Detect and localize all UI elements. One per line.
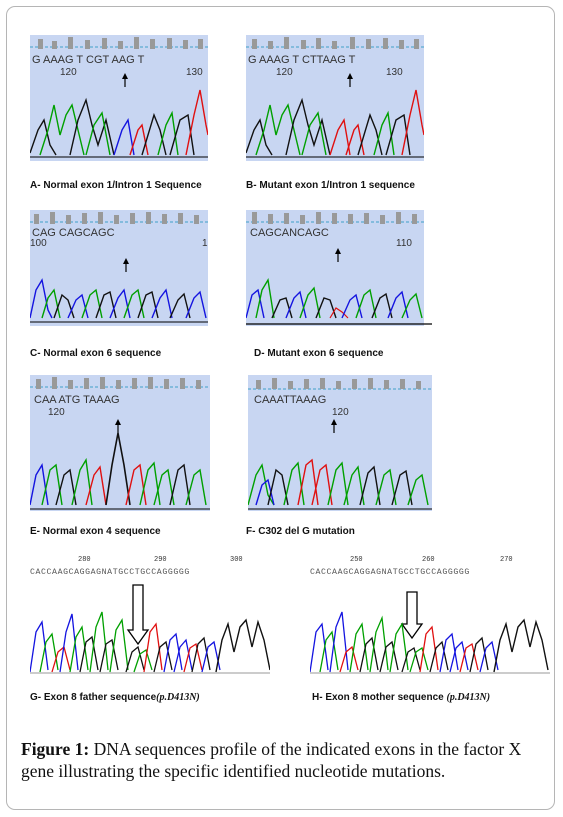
panel-b-chromatogram: G AAAG T CTTAAG T 120 130 [246, 35, 424, 161]
panel-h-tick-2: 260 [422, 556, 435, 564]
panel-a-num-left: 120 [60, 67, 77, 78]
panel-a-chromatogram: G AAAG T CGT AAG T 120 130 [30, 35, 208, 161]
panel-f-seq: CAAATTAAAG [254, 394, 326, 406]
panel-b-num-left: 120 [276, 67, 293, 78]
panel-f-num-mid: 120 [332, 407, 349, 418]
panel-h-seq: CACCAAGCAGGAGNATGCCTGCCAGGGGG [310, 568, 470, 577]
panel-f-chromatogram: CAAATTAAAG 120 [248, 375, 432, 511]
figure-caption: Figure 1: DNA sequences profile of the i… [21, 738, 541, 782]
panel-h-chromatogram: 250 260 270 CACCAAGCAGGAGNATGCCTGCCAGGGG… [310, 552, 550, 678]
panel-e-chromatogram: CAA ATG TAAAG 120 [30, 375, 210, 511]
panel-a-caption: A- Normal exon 1/Intron 1 Sequence [30, 180, 202, 191]
panel-d-num-right: 110 [396, 238, 412, 249]
panel-d-seq: CAGCANCAGC [250, 227, 329, 239]
panel-c-num-left: 100 [30, 238, 47, 249]
panel-a-seq: G AAAG T CGT AAG T [32, 54, 145, 66]
panel-h-tick-3: 270 [500, 556, 513, 564]
panel-d-chromatogram: CAGCANCAGC 110 [246, 210, 432, 328]
panel-h-caption-main: H- Exon 8 mother sequence [312, 692, 447, 703]
panel-h-tick-1: 250 [350, 556, 363, 564]
panel-h-caption: H- Exon 8 mother sequence (p.D413N) [312, 692, 490, 703]
panel-g-tick-2: 290 [154, 556, 167, 564]
panel-e-num-left: 120 [48, 407, 65, 418]
figure-frame [6, 6, 555, 810]
panel-b-num-right: 130 [386, 67, 403, 78]
panel-g-caption: G- Exon 8 father sequence(p.D413N) [30, 692, 200, 703]
panel-a-num-right: 130 [186, 67, 203, 78]
panel-b-caption: B- Mutant exon 1/Intron 1 sequence [246, 180, 415, 191]
panel-g-caption-paren: (p.D413N) [156, 692, 200, 703]
panel-c-chromatogram: CAG CAGCAGC 100 1 [30, 210, 208, 326]
panel-g-seq: CACCAAGCAGGAGNATGCCTGCCAGGGGG [30, 568, 190, 577]
panel-c-num-right: 1 [202, 238, 208, 249]
panel-d-caption: D- Mutant exon 6 sequence [254, 348, 384, 359]
panel-h-caption-paren: (p.D413N) [446, 692, 491, 703]
panel-g-tick-3: 300 [230, 556, 243, 564]
panel-e-caption: E- Normal exon 4 sequence [30, 526, 161, 537]
panel-g-chromatogram: 280 290 300 CACCAAGCAGGAGNATGCCTGCCAGGGG… [30, 552, 270, 678]
figure-caption-text: DNA sequences profile of the indicated e… [21, 739, 522, 781]
panel-g-caption-main: G- Exon 8 father sequence [30, 692, 157, 703]
panel-b-seq: G AAAG T CTTAAG T [248, 54, 356, 66]
figure-caption-label: Figure 1: [21, 739, 90, 759]
panel-c-caption: C- Normal exon 6 sequence [30, 348, 162, 359]
panel-c-seq: CAG CAGCAGC [32, 227, 115, 239]
panel-f-caption: F- C302 del G mutation [246, 526, 355, 537]
panel-e-seq: CAA ATG TAAAG [34, 394, 120, 406]
panel-g-tick-1: 280 [78, 556, 91, 564]
